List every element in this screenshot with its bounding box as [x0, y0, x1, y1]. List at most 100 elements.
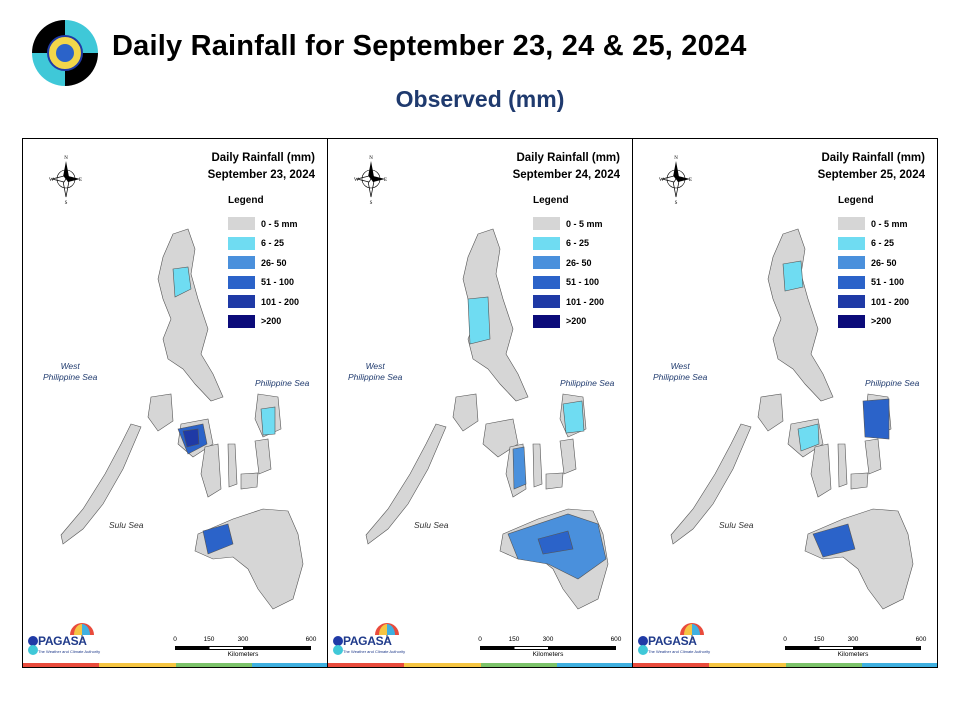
map-region — [60, 423, 142, 545]
pagasa-tagline: The Weather and Climate Authority — [343, 649, 406, 654]
map-region — [182, 428, 200, 448]
legend-heading: Legend — [838, 195, 874, 206]
sea-label-philippine-sea: Philippine Sea — [865, 378, 920, 388]
map-title-line1: Daily Rainfall (mm) — [211, 152, 315, 164]
map-region — [782, 260, 804, 292]
scale-unit: Kilometers — [532, 651, 564, 658]
legend-label: >200 — [871, 316, 892, 327]
map-region — [194, 508, 304, 610]
legend-swatch — [838, 217, 865, 231]
pagasa-seal-logo — [32, 20, 98, 86]
legend-swatch — [228, 217, 255, 231]
svg-text:N: N — [369, 156, 373, 161]
compass-rose-icon: N S W E — [659, 156, 692, 205]
map-region — [467, 296, 491, 345]
legend-label: 26- 50 — [261, 257, 287, 268]
pagasa-wordmark: PAGASA — [648, 634, 697, 648]
legend-swatch — [228, 295, 255, 309]
svg-text:E: E — [689, 178, 692, 183]
sea-label-west-line2: Philippine Sea — [43, 372, 98, 382]
legend-swatch — [533, 314, 560, 328]
svg-text:E: E — [384, 178, 387, 183]
legend-item: >200 — [533, 312, 632, 332]
map-region — [227, 443, 238, 488]
philippines-map — [365, 228, 609, 610]
pagasa-tagline: The Weather and Climate Authority — [38, 649, 101, 654]
sea-label-west-line1: West — [60, 361, 80, 371]
legend: Legend 0 - 5 mm 6 - 25 26- 50 51 - 100 101 -… — [228, 195, 327, 332]
legend-label: >200 — [566, 316, 587, 327]
legend-swatch — [533, 275, 560, 289]
scale-unit: Kilometers — [227, 651, 259, 658]
legend-item: 0 - 5 mm — [838, 214, 937, 234]
map-region — [260, 406, 276, 436]
svg-text:N: N — [674, 156, 678, 161]
scale-bar: 0 150 300 600 Kilometers — [478, 636, 621, 658]
sea-label-sulu-sea: Sulu Sea — [109, 520, 144, 530]
legend-item: 101 - 200 — [838, 292, 937, 312]
legend-label: 101 - 200 — [566, 296, 605, 307]
scale-tick-600: 600 — [305, 636, 317, 643]
pagasa-wordmark: PAGASA — [38, 634, 87, 648]
map-title-date: September 25, 2024 — [817, 169, 925, 181]
map-region — [537, 530, 574, 555]
map-region — [812, 523, 856, 558]
legend-label: 0 - 5 mm — [871, 218, 908, 229]
map-title: Daily Rainfall (mm) September 23, 2024 — [208, 150, 315, 184]
scale-bar-graphic — [480, 646, 616, 650]
page-subtitle: Observed (mm) — [395, 86, 565, 112]
map-region — [837, 443, 848, 488]
map-region — [862, 398, 890, 440]
map-region — [202, 523, 234, 555]
scale-tick-150: 150 — [508, 636, 520, 643]
legend: Legend 0 - 5 mm 6 - 25 26- 50 51 - 100 101 -… — [838, 195, 937, 331]
map-region — [240, 472, 259, 490]
legend-label: 6 - 25 — [261, 238, 285, 249]
sea-label-west-philippine-sea: West Philippine Sea — [653, 361, 707, 383]
scale-bar: 0 150 300 600 Kilometers — [783, 636, 926, 658]
legend-swatch — [838, 236, 865, 250]
sea-label-west-line2: Philippine Sea — [348, 372, 403, 382]
sea-label-sulu-sea: Sulu Sea — [414, 520, 449, 530]
pagasa-tagline: The Weather and Climate Authority — [648, 649, 711, 654]
map-region — [562, 400, 585, 434]
scale-bar: 0 150 300 600 Kilometers — [173, 636, 316, 658]
map-region — [797, 423, 820, 452]
compass-rose-icon: N S W E — [354, 156, 387, 205]
map-region — [172, 266, 192, 298]
map-region — [757, 393, 784, 432]
map-region — [532, 443, 543, 488]
umbrella-icon — [70, 623, 94, 640]
svg-text:S: S — [65, 201, 68, 205]
legend-label: 51 - 100 — [261, 277, 295, 288]
svg-text:N: N — [64, 156, 68, 161]
scale-tick-600: 600 — [915, 636, 927, 643]
map-region — [482, 418, 519, 458]
legend-item: 6 - 25 — [533, 234, 632, 254]
legend-swatch — [533, 295, 560, 309]
scale-tick-300: 300 — [237, 636, 249, 643]
legend-label: 0 - 5 mm — [566, 218, 603, 229]
legend-swatch — [838, 314, 865, 328]
legend-item: 101 - 200 — [533, 292, 632, 312]
scale-tick-150: 150 — [813, 636, 825, 643]
svg-text:S: S — [675, 201, 678, 205]
legend-swatch — [533, 236, 560, 250]
svg-text:W: W — [49, 178, 54, 183]
rainfall-map-sep-24: N S W E Daily Rainfall (mm) September 24… — [328, 139, 633, 667]
legend-item: >200 — [228, 312, 327, 332]
svg-text:W: W — [354, 178, 359, 183]
scale-tick-300: 300 — [542, 636, 554, 643]
philippines-map — [670, 228, 914, 610]
legend-item: 26- 50 — [228, 253, 327, 273]
scale-tick-600: 600 — [610, 636, 622, 643]
scale-tick-150: 150 — [203, 636, 215, 643]
legend-item: 6 - 25 — [228, 234, 327, 254]
legend-swatch — [228, 314, 255, 328]
color-stripe — [23, 663, 327, 667]
color-stripe — [328, 663, 632, 667]
philippines-map — [60, 228, 304, 610]
sea-label-philippine-sea: Philippine Sea — [560, 378, 615, 388]
legend-item: >200 — [838, 312, 937, 332]
svg-text:S: S — [370, 201, 373, 205]
